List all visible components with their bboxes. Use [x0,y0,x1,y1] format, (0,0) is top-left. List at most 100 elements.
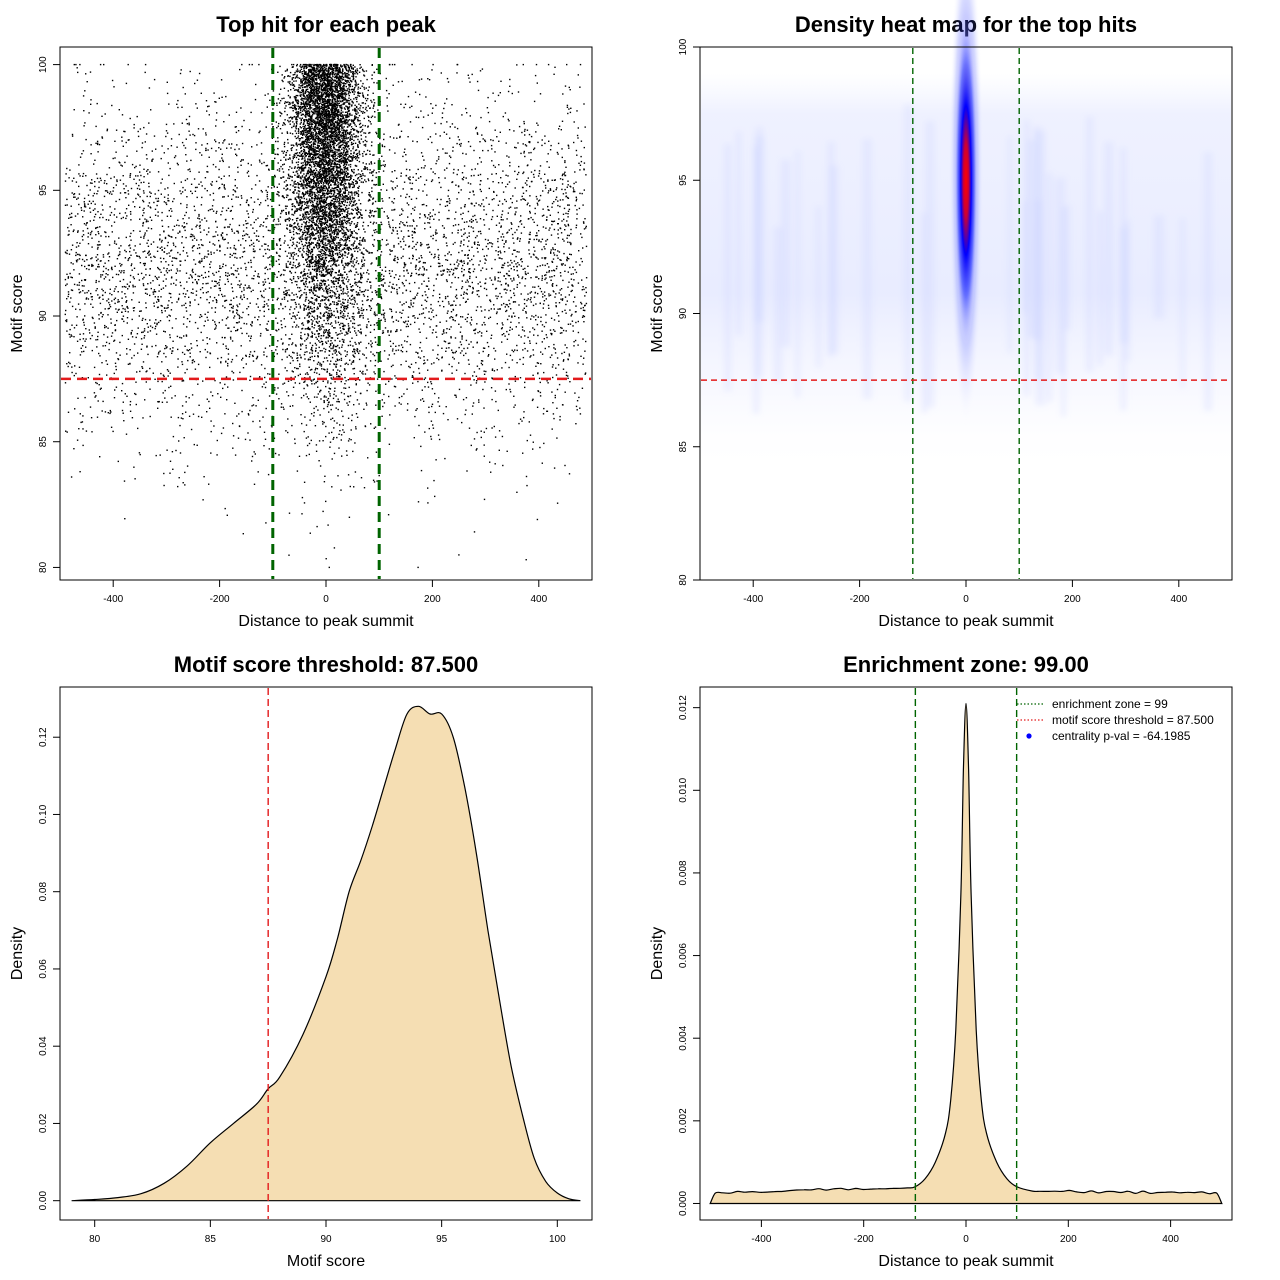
scatter-point [339,100,341,102]
scatter-point [330,201,332,204]
scatter-point [322,169,324,172]
scatter-point [346,175,348,177]
scatter-point [354,96,357,99]
scatter-point [325,69,327,71]
scatter-point [350,119,353,121]
scatter-point [289,198,291,200]
scatter-point [342,254,344,256]
scatter-point [336,205,338,207]
scatter-point [330,209,332,211]
scatter-point [300,82,302,84]
scatter-point [349,84,351,86]
scatter-point [344,195,346,197]
scatter-point [327,187,330,189]
scatter-point [338,174,340,177]
scatter-point [357,169,359,171]
scatter-point [343,145,346,147]
scatter-point [324,91,326,94]
scatter-point [292,157,294,160]
scatter-point [339,202,341,205]
scatter-point [327,292,329,295]
scatter-point [298,169,300,171]
scatter-point [326,105,329,108]
scatter-point [365,153,367,156]
scatter-point [280,165,282,168]
scatter-point [319,66,321,68]
scatter-point [287,81,289,83]
scatter-point [298,193,300,195]
scatter-point [349,269,352,272]
scatter-point [320,286,323,289]
scatter-point [314,146,316,148]
scatter-point [345,69,348,72]
scatter-point [304,77,306,80]
scatter-point [289,263,292,265]
scatter-point [312,120,314,123]
scatter-point [321,280,323,282]
scatter-point [349,297,351,299]
scatter-point [322,252,325,255]
scatter-point [345,195,348,198]
scatter-point [340,250,342,252]
scatter-point [298,290,300,293]
scatter-point [338,137,340,139]
scatter-point [344,120,346,122]
scatter-point [337,128,339,130]
scatter-point [314,175,317,177]
scatter-point [349,139,351,141]
scatter-point [346,248,348,250]
scatter-point [306,140,309,142]
scatter-point [306,112,308,114]
scatter-point [312,261,314,264]
scatter-point [300,68,303,70]
scatter-point [308,64,310,67]
scatter-point [353,118,356,120]
scatter-point [326,152,329,154]
scatter-point [312,291,314,294]
scatter-point [333,97,335,99]
scatter-point [324,205,326,207]
scatter-point [319,74,322,76]
scatter-point [309,235,312,237]
scatter-point [345,164,348,166]
scatter-point [312,242,314,244]
scatter-point [358,294,361,296]
scatter-point [318,162,320,164]
scatter-point [358,95,361,97]
scatter-point [315,141,317,143]
scatter-point [311,92,313,94]
scatter-point [304,65,306,68]
scatter-point [356,173,358,176]
scatter-point [346,76,348,78]
scatter-point [330,218,333,220]
scatter-point [331,231,334,233]
scatter-point [336,137,339,139]
scatter-point [348,77,351,80]
scatter-point [339,95,342,98]
scatter-point [337,400,340,403]
scatter-point [292,121,294,123]
scatter-point [299,87,302,89]
scatter-point [334,109,336,111]
scatter-point [340,94,342,97]
scatter-point [327,72,329,74]
scatter-point [316,232,318,235]
scatter-point [340,200,342,203]
scatter-point [333,393,335,396]
scatter-point [335,230,337,232]
scatter-point [333,190,336,192]
scatter-point [354,226,357,228]
scatter-point [367,125,369,127]
scatter-point [352,306,355,308]
scatter-point [355,112,357,114]
scatter-point [362,221,365,224]
scatter-point [347,220,349,222]
scatter-point [295,153,298,155]
scatter-point [312,257,314,259]
scatter-point [325,307,327,309]
scatter-point [288,82,291,84]
scatter-point [322,146,324,148]
scatter-point [330,316,332,318]
scatter-point [350,261,352,263]
scatter-point [316,98,318,100]
